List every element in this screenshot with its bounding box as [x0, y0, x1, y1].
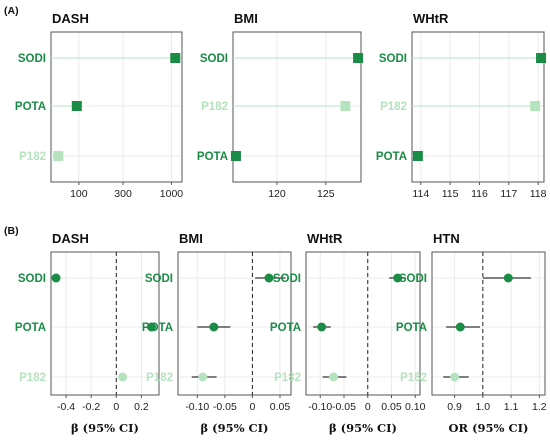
- x-tick-label: 125: [317, 188, 335, 200]
- x-tick-label: -0.10: [185, 401, 209, 413]
- x-tick-label: 1.2: [532, 401, 547, 413]
- lollipop-marker: [412, 151, 423, 161]
- x-tick-label: -0.4: [57, 401, 75, 413]
- category-label: POTA: [270, 322, 301, 334]
- x-tick-label: 100: [70, 188, 88, 200]
- panel-title: BMI: [234, 11, 258, 26]
- category-label: P182: [146, 372, 173, 384]
- panel-frame: [177, 251, 292, 396]
- panel-frame: [50, 31, 183, 183]
- panel-b-htn: HTN 0.9 1.0 1.1 1.2 SODI POTA P182 OR (95% CI): [396, 231, 547, 435]
- panel-b-bmi: BMI -0.10 -0.05 0 0.05 SODI POTA P182 β (95% CI): [142, 231, 292, 435]
- estimate-point: [118, 372, 128, 382]
- panel-title: DASH: [52, 11, 89, 26]
- panel-a-whtr: WHtR 114 115 116 117 118 SODI P182 POTA: [376, 11, 547, 200]
- category-label: POTA: [396, 322, 427, 334]
- estimate-point: [317, 322, 327, 332]
- estimate-point: [264, 273, 274, 283]
- x-axis-label: OR (95% CI): [449, 421, 529, 435]
- estimate-point: [51, 273, 61, 283]
- x-tick-label: 0.05: [381, 401, 402, 413]
- x-tick-label: 114: [412, 188, 429, 200]
- section-a-label: (A): [4, 5, 19, 17]
- lollipop-marker: [71, 101, 82, 111]
- estimate-point: [450, 372, 460, 382]
- x-tick-label: 0.9: [447, 401, 462, 413]
- x-tick-label: -0.2: [82, 401, 100, 413]
- x-tick-label: 0: [249, 401, 255, 413]
- category-label: P182: [201, 101, 228, 113]
- estimate-point: [146, 322, 156, 332]
- lollipop-marker: [340, 101, 351, 111]
- lollipop-marker: [353, 53, 364, 63]
- category-label: SODI: [200, 53, 228, 65]
- x-tick-label: 1.0: [476, 401, 491, 413]
- x-tick-label: 0.2: [134, 401, 149, 413]
- lollipop-marker: [53, 151, 64, 161]
- category-label: SODI: [399, 273, 427, 285]
- estimate-point: [393, 273, 403, 283]
- x-tick-label: 0: [365, 401, 371, 413]
- lollipop-marker: [230, 151, 241, 161]
- x-tick-label: 115: [442, 188, 459, 200]
- estimate-point: [209, 322, 219, 332]
- lollipop-marker: [530, 101, 541, 111]
- estimate-point: [455, 322, 465, 332]
- x-tick-label: 117: [500, 188, 517, 200]
- x-tick-label: 0.10: [405, 401, 426, 413]
- section-b-label: (B): [4, 225, 19, 237]
- panel-a-bmi: BMI 120 125 SODI P182 POTA: [197, 11, 364, 200]
- x-tick-label: 116: [471, 188, 488, 200]
- category-label: SODI: [18, 273, 46, 285]
- category-label: P182: [380, 101, 407, 113]
- lollipop-marker: [170, 53, 181, 63]
- category-label: SODI: [273, 273, 301, 285]
- category-label: P182: [400, 372, 427, 384]
- panel-a-dash: DASH 100 300 1000 SODI POTA P182: [15, 11, 183, 200]
- category-label: POTA: [142, 322, 173, 334]
- x-tick-label: -0.05: [332, 401, 356, 413]
- x-tick-label: 300: [114, 188, 132, 200]
- estimate-point: [503, 273, 513, 283]
- x-tick-label: 1000: [160, 188, 184, 200]
- panel-title: DASH: [52, 231, 89, 246]
- x-tick-label: -0.10: [308, 401, 332, 413]
- category-label: SODI: [379, 53, 407, 65]
- x-tick-label: -0.05: [213, 401, 237, 413]
- estimate-point: [329, 372, 339, 382]
- x-tick-label: 0.05: [270, 401, 291, 413]
- category-label: POTA: [197, 151, 228, 163]
- x-axis-label: β (95% CI): [329, 421, 397, 435]
- x-axis-label: β (95% CI): [71, 421, 139, 435]
- panel-title: BMI: [179, 231, 203, 246]
- panel-frame: [305, 251, 421, 396]
- category-label: SODI: [145, 273, 173, 285]
- lollipop-marker: [536, 53, 547, 63]
- panels: DASH 100 300 1000 SODI POTA P182 BMI 120 125 SODI P…: [15, 11, 547, 435]
- category-label: SODI: [18, 53, 46, 65]
- panel-frame: [50, 251, 160, 396]
- panel-title: HTN: [433, 231, 460, 246]
- x-tick-label: 120: [268, 188, 286, 200]
- x-axis-label: β (95% CI): [201, 421, 269, 435]
- x-tick-label: 0: [113, 401, 119, 413]
- category-label: P182: [19, 151, 46, 163]
- category-label: P182: [19, 372, 46, 384]
- panel-b-dash: DASH -0.4 -0.2 0 0.2 SODI POTA P182 β (95% CI): [15, 231, 160, 435]
- estimate-point: [198, 372, 208, 382]
- x-tick-label: 118: [530, 188, 547, 200]
- panel-frame: [232, 31, 362, 183]
- panel-title: WHtR: [413, 11, 449, 26]
- category-label: P182: [274, 372, 301, 384]
- category-label: POTA: [15, 322, 46, 334]
- panel-title: WHtR: [307, 231, 343, 246]
- panel-frame: [411, 31, 545, 183]
- panel-frame: [431, 251, 546, 396]
- category-label: POTA: [15, 101, 46, 113]
- category-label: POTA: [376, 151, 407, 163]
- x-tick-label: 1.1: [504, 401, 519, 413]
